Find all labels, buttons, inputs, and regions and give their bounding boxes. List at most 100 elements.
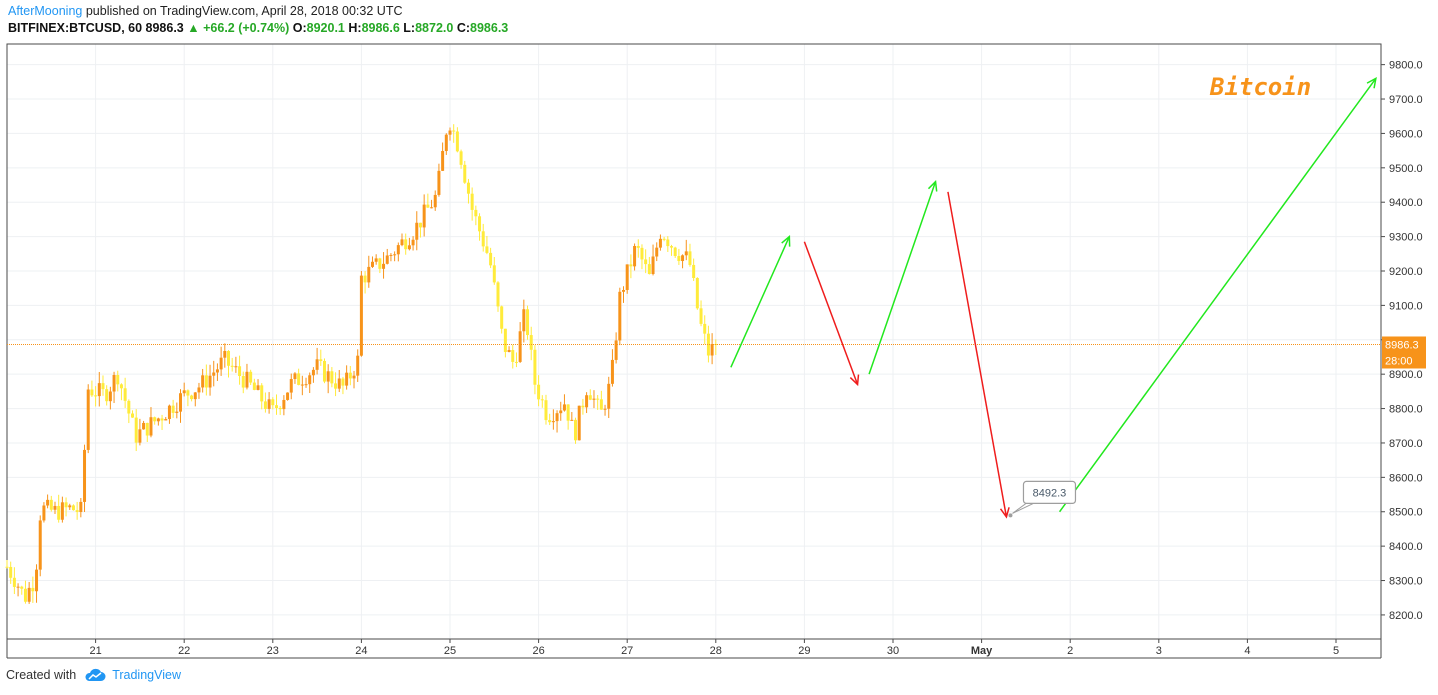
candle-body	[418, 222, 422, 228]
candle-body	[304, 384, 308, 386]
candle-body	[485, 246, 489, 253]
low-label: L:	[403, 21, 416, 35]
candle-body	[204, 375, 208, 388]
candle-body	[241, 376, 245, 388]
high-value: 8986.6	[361, 21, 400, 35]
candle-body	[374, 258, 378, 262]
candle-body	[370, 261, 374, 267]
x-tick-label: 4	[1244, 645, 1250, 657]
candle-body	[68, 505, 72, 508]
candle-body	[252, 382, 256, 390]
candle-body	[404, 239, 408, 250]
arrowhead	[781, 235, 791, 247]
candle-body	[60, 502, 64, 520]
candle-body	[27, 587, 31, 602]
candle-body	[90, 389, 94, 396]
projection-arrow[interactable]	[1058, 77, 1377, 513]
publish-line: AfterMooning published on TradingView.co…	[8, 3, 508, 20]
candle-body	[348, 372, 352, 379]
y-tick-label: 9700.0	[1389, 94, 1423, 106]
candle-body	[489, 252, 493, 266]
x-tick-label: 23	[267, 645, 279, 657]
projection-arrow[interactable]	[947, 191, 1008, 518]
candle-body	[551, 421, 555, 423]
candle-body	[430, 207, 434, 209]
candle-body	[64, 502, 68, 508]
candle-body	[544, 400, 548, 421]
current-price-label: 8986.3	[1385, 339, 1419, 351]
candle-body	[625, 264, 629, 290]
candle-body	[9, 566, 13, 578]
projection-arrow[interactable]	[803, 241, 859, 385]
candle-body	[282, 399, 286, 410]
candle-body	[356, 355, 360, 376]
y-tick-label: 8500.0	[1389, 507, 1423, 519]
candle-body	[459, 151, 463, 165]
candle-body	[57, 505, 61, 520]
candle-body	[658, 238, 662, 248]
candle-body	[256, 385, 260, 390]
candle-body	[382, 263, 386, 269]
candle-body	[452, 130, 456, 132]
candle-body	[441, 151, 445, 171]
candle-body	[411, 239, 415, 246]
candle-body	[182, 390, 186, 394]
candle-body	[514, 361, 518, 363]
candle-body	[433, 194, 437, 208]
candle-body	[175, 411, 179, 413]
candle-body	[670, 246, 673, 248]
callout-box[interactable]	[1022, 480, 1077, 504]
y-tick-label: 9200.0	[1389, 266, 1423, 278]
open-label: O:	[292, 21, 307, 35]
candle-body	[38, 520, 42, 570]
candle-body	[274, 405, 278, 408]
symbol-label[interactable]: BITFINEX:BTCUSD, 60	[8, 21, 143, 35]
candle-body	[592, 398, 596, 400]
projection-arrow[interactable]	[730, 236, 791, 368]
tradingview-link[interactable]: TradingView	[112, 668, 181, 682]
candle-body	[186, 390, 190, 396]
candle-body	[548, 420, 552, 423]
candle-body	[215, 369, 219, 373]
candle-body	[116, 375, 120, 385]
candle-body	[636, 246, 640, 248]
candle-body	[322, 360, 326, 382]
candle-body	[79, 501, 83, 513]
candle-body	[263, 401, 267, 409]
candle-body	[400, 239, 404, 246]
projection-arrow[interactable]	[868, 181, 937, 375]
candle-body	[234, 366, 238, 368]
candle-body	[703, 323, 707, 334]
candle-body	[238, 366, 242, 377]
candle-body	[145, 422, 149, 436]
candle-body	[23, 588, 27, 602]
candle-body	[596, 398, 600, 400]
candle-body	[688, 251, 692, 265]
candle-body	[201, 375, 205, 388]
candle-body	[190, 395, 194, 400]
candle-body	[53, 505, 57, 510]
candle-body	[160, 418, 164, 421]
candle-body	[105, 389, 109, 402]
candle-body	[341, 378, 345, 386]
candle-body	[574, 419, 578, 441]
candle-body	[692, 264, 696, 279]
y-tick-label: 9100.0	[1389, 300, 1423, 312]
candle-body	[562, 404, 566, 411]
candle-body	[695, 278, 699, 309]
y-tick-label: 8600.0	[1389, 472, 1423, 484]
x-tick-label: 26	[532, 645, 544, 657]
x-tick-label: 22	[178, 645, 190, 657]
candle-body	[710, 344, 714, 356]
candle-body	[153, 417, 157, 422]
author-link[interactable]: AfterMooning	[8, 4, 83, 18]
candle-body	[337, 378, 341, 389]
tradingview-cloud-icon[interactable]	[84, 668, 106, 682]
candle-body	[249, 371, 253, 383]
current-price-tag	[1382, 336, 1426, 353]
candle-body	[71, 505, 75, 511]
candle-body	[518, 331, 522, 362]
candle-body	[474, 209, 478, 217]
candle-body	[311, 369, 315, 376]
